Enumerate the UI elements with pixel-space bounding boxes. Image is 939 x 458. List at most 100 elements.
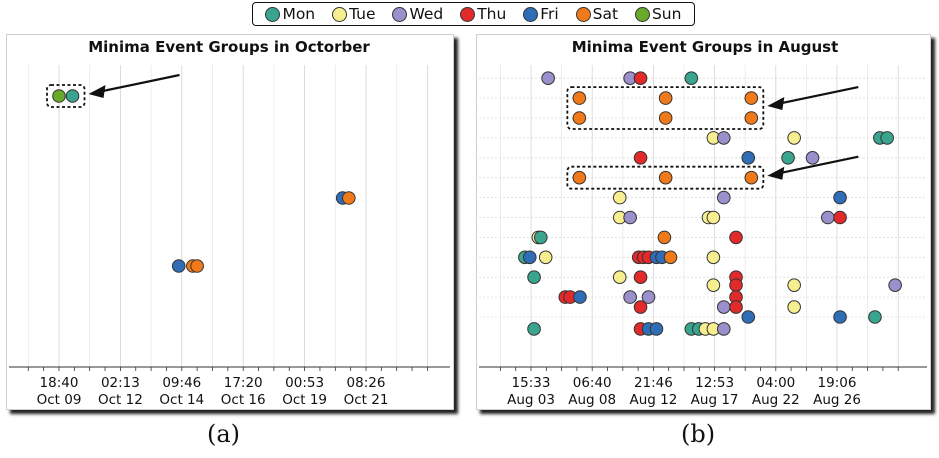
data-point-tue — [787, 300, 801, 314]
legend-marker — [523, 6, 539, 22]
data-point-wed — [541, 71, 555, 86]
chart-panel-august: Minima Event Groups in August 15:33 Aug 03… — [476, 34, 931, 410]
data-point-sat — [658, 170, 673, 185]
data-point-tue — [706, 210, 721, 225]
data-point-thu — [833, 210, 847, 225]
highlight-box — [566, 86, 765, 130]
data-point-mon — [527, 322, 541, 336]
data-point-wed — [716, 190, 731, 205]
x-tick-label-date: Oct 09 — [37, 392, 82, 408]
legend-item-tue: Tue — [332, 5, 376, 23]
legend-item-fri: Fri — [523, 5, 559, 23]
data-point-wed — [716, 322, 731, 336]
x-tick-label-time: 06:40 — [573, 375, 612, 391]
data-point-sat — [572, 111, 587, 125]
data-point-thu — [633, 300, 648, 314]
data-point-wed — [623, 210, 637, 225]
subfigure-caption-a: (a) — [207, 420, 241, 448]
callout-arrow-head — [767, 97, 785, 111]
data-point-sat — [744, 170, 759, 185]
x-tick-label-date: Aug 17 — [691, 392, 739, 408]
x-tick-label-date: Aug 26 — [813, 392, 861, 408]
legend-label: Fri — [540, 5, 559, 23]
data-point-mon — [781, 151, 795, 165]
data-point-wed — [888, 278, 902, 292]
data-point-tue — [706, 278, 721, 292]
legend-label: Wed — [409, 5, 444, 23]
data-point-wed — [821, 210, 835, 225]
x-tick-label-time: 12:53 — [695, 375, 734, 391]
x-tick-label-date: Aug 03 — [507, 392, 555, 408]
x-tick-label-date: Oct 16 — [221, 392, 266, 408]
x-tick-label-date: Aug 22 — [752, 392, 800, 408]
data-point-wed — [641, 290, 656, 304]
data-point-tue — [787, 131, 801, 145]
x-tick-label-time: 17:20 — [224, 375, 263, 391]
x-tick-label-date: Oct 19 — [282, 392, 327, 408]
legend-marker — [265, 6, 281, 22]
chart-legend: Mon Tue Wed Thu Fri Sat Sun — [252, 2, 695, 26]
data-point-fri — [649, 322, 664, 336]
legend-label: Sun — [651, 5, 682, 23]
data-point-mon — [527, 270, 541, 284]
callout-arrow-shaft — [100, 73, 180, 93]
data-point-tue — [612, 190, 627, 205]
data-point-sat — [744, 111, 759, 125]
data-point-sat — [342, 191, 356, 205]
data-point-fri — [833, 310, 847, 324]
data-point-mon — [880, 131, 894, 145]
legend-item-sat: Sat — [575, 5, 619, 23]
data-point-wed — [623, 290, 637, 304]
chart-october-svg: Minima Event Groups in Octorber18:40Oct … — [9, 38, 450, 408]
x-tick-label-date: Aug 08 — [568, 392, 616, 408]
data-point-sat — [744, 91, 759, 105]
callout-arrow-head — [767, 166, 785, 180]
callout-arrow-shaft — [779, 85, 859, 105]
highlight-box — [566, 165, 765, 190]
legend-item-mon: Mon — [265, 5, 315, 23]
legend-item-sun: Sun — [634, 5, 682, 23]
data-point-tue — [612, 270, 627, 284]
legend-marker — [332, 6, 348, 22]
data-point-mon — [868, 310, 882, 324]
legend-label: Tue — [349, 5, 376, 23]
data-point-fri — [741, 310, 756, 324]
data-point-fri — [573, 290, 587, 304]
data-point-fri — [171, 259, 186, 273]
legend-label: Mon — [282, 5, 316, 23]
data-point-sun — [52, 89, 66, 103]
data-point-sat — [663, 250, 678, 265]
legend-item-wed: Wed — [392, 5, 443, 23]
data-point-fri — [741, 151, 756, 165]
data-point-tue — [787, 278, 801, 292]
data-point-thu — [729, 300, 743, 314]
data-point-sat — [658, 111, 673, 125]
callout-arrow-head — [88, 85, 106, 98]
x-tick-label-time: 04:00 — [756, 375, 795, 391]
x-tick-label-time: 08:26 — [347, 375, 386, 391]
data-point-sat — [658, 91, 673, 105]
legend-label: Thu — [477, 5, 507, 23]
legend-label: Sat — [592, 5, 619, 23]
data-point-wed — [716, 131, 731, 145]
data-point-wed — [805, 151, 820, 165]
legend-marker — [392, 6, 408, 22]
x-tick-label-time: 09:46 — [162, 375, 201, 391]
chart-title: Minima Event Groups in Octorber — [88, 38, 370, 56]
x-tick-label-time: 02:13 — [101, 375, 140, 391]
data-point-sat — [572, 170, 587, 185]
x-tick-label-date: Oct 21 — [344, 392, 389, 408]
data-point-wed — [716, 300, 731, 314]
callout-arrow-shaft — [779, 155, 859, 175]
x-tick-label-time: 21:46 — [634, 375, 673, 391]
data-point-mon — [533, 230, 548, 245]
data-point-thu — [633, 270, 648, 284]
legend-marker — [634, 6, 650, 22]
data-point-fri — [522, 250, 537, 265]
x-tick-label-time: 15:33 — [512, 375, 551, 391]
data-point-thu — [633, 151, 648, 165]
legend-marker — [575, 6, 591, 22]
chart-title: Minima Event Groups in August — [572, 38, 839, 56]
data-point-sat — [657, 230, 672, 245]
